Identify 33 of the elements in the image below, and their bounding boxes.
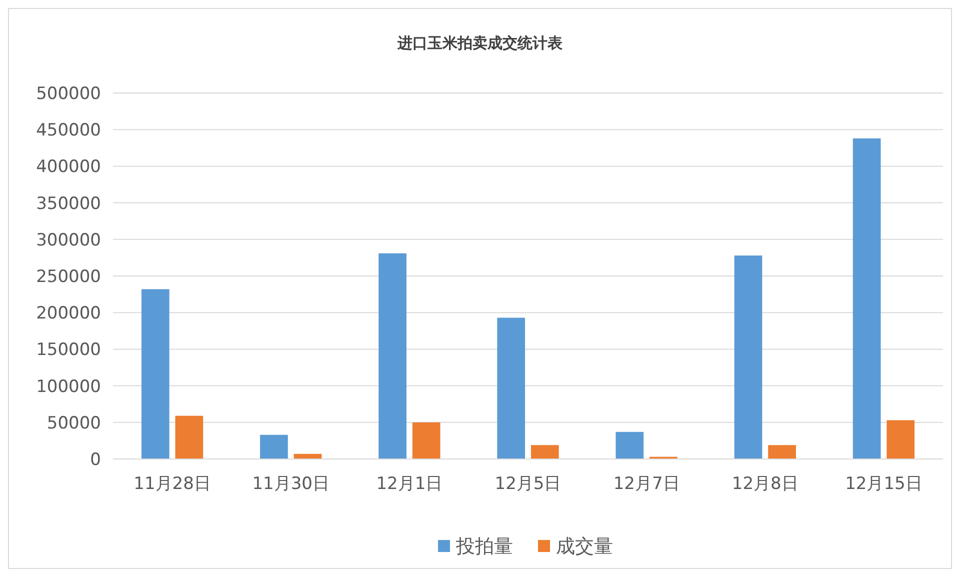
bar xyxy=(886,420,915,459)
bar xyxy=(141,289,170,459)
bar xyxy=(768,445,796,459)
bar xyxy=(497,318,526,459)
bar xyxy=(260,434,288,459)
x-tick-label: 11月30日 xyxy=(252,474,330,494)
legend-label: 投拍量 xyxy=(455,536,513,558)
bar xyxy=(530,445,559,459)
y-tick-label: 200000 xyxy=(36,304,101,324)
bar xyxy=(734,256,762,459)
x-tick-label: 12月5日 xyxy=(494,474,562,494)
y-tick-label: 100000 xyxy=(36,376,101,397)
y-tick-label: 250000 xyxy=(36,266,101,287)
chart-title: 进口玉米拍卖成交统计表 xyxy=(396,34,564,52)
y-tick-label: 300000 xyxy=(36,230,101,250)
x-tick-label: 12月1日 xyxy=(376,474,443,494)
x-tick-label: 12月15日 xyxy=(845,474,922,494)
bar xyxy=(616,432,644,459)
bar xyxy=(378,253,406,459)
legend-label: 成交量 xyxy=(556,536,613,558)
x-tick-label: 12月7日 xyxy=(613,474,680,494)
y-tick-label: 350000 xyxy=(36,194,101,214)
bar xyxy=(175,416,204,459)
y-tick-label: 400000 xyxy=(36,157,101,178)
y-tick-label: 50000 xyxy=(46,413,101,434)
y-tick-label: 0 xyxy=(90,450,101,470)
x-tick-label: 12月8日 xyxy=(732,474,798,494)
y-tick-label: 500000 xyxy=(36,84,101,104)
y-tick-label: 150000 xyxy=(36,340,101,360)
x-tick-label: 11月28日 xyxy=(134,474,211,494)
bar xyxy=(412,422,440,459)
bar xyxy=(852,138,881,459)
y-tick-label: 450000 xyxy=(36,120,101,141)
